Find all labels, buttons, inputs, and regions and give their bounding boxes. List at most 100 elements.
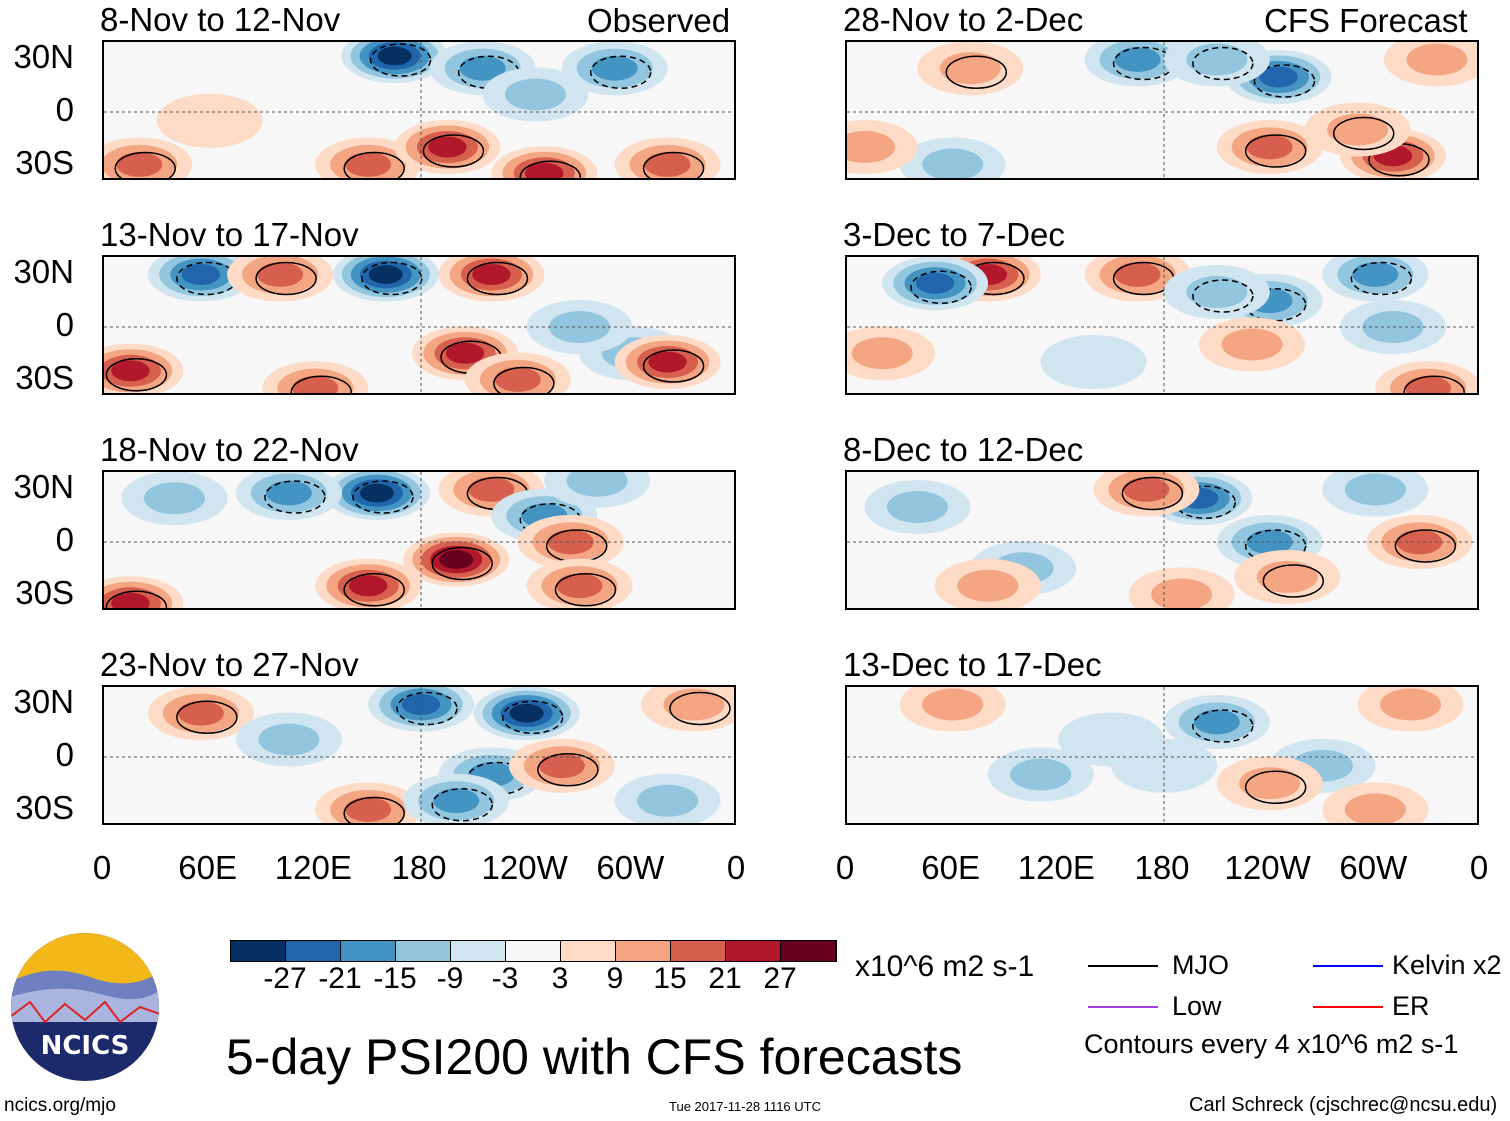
mjo-contour <box>1394 529 1457 563</box>
footer-credit: Carl Schreck (cjschrec@ncsu.edu) <box>1189 1094 1498 1116</box>
mjo-contour <box>176 700 238 734</box>
negative-anomaly <box>1259 66 1298 88</box>
legend-line-low <box>1088 1006 1158 1008</box>
positive-anomaly <box>648 351 687 373</box>
negative-anomaly <box>1058 712 1165 767</box>
mjo-contour <box>642 349 705 383</box>
colorbar-label: -15 <box>373 962 417 995</box>
mjo-contour <box>537 753 599 787</box>
positive-anomaly <box>257 262 304 287</box>
colorbar-swatch <box>506 941 561 961</box>
positive-anomaly <box>922 688 984 721</box>
negative-anomaly <box>1193 709 1240 735</box>
negative-anomaly <box>401 694 441 715</box>
colorbar-label: 15 <box>653 962 687 995</box>
mjo-contour <box>361 261 423 296</box>
positive-anomaly <box>1406 43 1468 76</box>
legend-label-er: ER <box>1392 991 1430 1021</box>
panel-title: 8-Dec to 12-Dec <box>843 431 1084 468</box>
figure-title: 5-day PSI200 with CFS forecasts <box>226 1029 963 1085</box>
colorbar-label: -3 <box>491 962 519 995</box>
positive-anomaly <box>348 575 388 597</box>
mjo-contour <box>343 573 405 607</box>
colorbar-swatch <box>341 941 396 961</box>
positive-anomaly <box>445 342 485 364</box>
positive-anomaly <box>428 136 467 158</box>
positive-anomaly <box>1246 134 1293 160</box>
panel-title: 23-Nov to 27-Nov <box>100 646 359 683</box>
negative-anomaly <box>459 55 506 81</box>
negative-anomaly <box>509 703 544 723</box>
footer-url[interactable]: ncics.org/mjo <box>4 1095 116 1116</box>
x-tick-label: 0 <box>1469 849 1489 886</box>
negative-anomaly <box>1362 311 1424 343</box>
colorbar-swatch <box>561 941 616 961</box>
mjo-contour <box>642 151 705 178</box>
colorbar-label: 21 <box>708 962 742 995</box>
mjo-contour <box>1121 476 1184 511</box>
map-panel <box>102 255 736 395</box>
legend-label-kelvin: Kelvin x2 <box>1392 950 1502 980</box>
y-tick-label: 30S <box>15 789 74 826</box>
colorbar-swatch <box>396 941 451 961</box>
positive-anomaly <box>1344 793 1406 823</box>
negative-anomaly <box>433 788 480 814</box>
negative-anomaly <box>368 265 403 284</box>
map-panel <box>845 40 1479 180</box>
mjo-contour <box>105 590 168 608</box>
negative-anomaly <box>377 46 412 66</box>
colorbar-label: 27 <box>763 962 797 995</box>
colorbar-swatch <box>451 941 506 961</box>
positive-anomaly <box>847 131 896 163</box>
mjo-contour <box>431 546 493 581</box>
mjo-contour <box>1403 375 1465 393</box>
x-tick-label: 120E <box>1017 849 1095 886</box>
logo-text: NCICS <box>41 1031 130 1061</box>
positive-anomaly <box>345 152 392 177</box>
negative-anomaly <box>1010 758 1072 791</box>
colorbar-swatch <box>286 941 341 961</box>
panel-title: 3-Dec to 7-Dec <box>843 216 1065 253</box>
x-tick-label: 60E <box>178 849 238 886</box>
positive-anomaly <box>644 152 691 177</box>
positive-anomaly <box>1114 262 1161 287</box>
x-tick-label: 180 <box>1134 849 1190 886</box>
legend-label-mjo: MJO <box>1172 950 1229 980</box>
y-tick-label: 30N <box>13 683 74 720</box>
mjo-contour <box>1192 46 1254 81</box>
y-tick-label: 30N <box>13 38 74 75</box>
y-tick-label: 30S <box>15 144 74 181</box>
positive-anomaly <box>345 797 392 822</box>
y-tick-label: 30S <box>15 574 74 611</box>
negative-anomaly <box>1040 335 1147 389</box>
observed-label: Observed <box>587 2 731 39</box>
mjo-contour <box>1253 64 1316 98</box>
footer-timestamp: Tue 2017-11-28 1116 UTC <box>669 1099 821 1114</box>
x-tick-label: 120E <box>274 849 352 886</box>
positive-anomaly <box>468 477 515 502</box>
negative-anomaly <box>637 784 699 817</box>
colorbar-swatch <box>616 941 671 961</box>
y-tick-label: 0 <box>55 521 74 558</box>
mjo-contour <box>1262 564 1325 598</box>
positive-anomaly <box>1151 578 1213 608</box>
positive-anomaly <box>111 592 150 608</box>
y-tick-label: 0 <box>55 91 74 128</box>
x-tick-label: 60W <box>1339 849 1408 886</box>
negative-anomaly <box>143 482 205 515</box>
y-tick-label: 30N <box>13 468 74 505</box>
mjo-contour <box>910 270 972 304</box>
x-tick-label: 0 <box>835 849 855 886</box>
negative-anomaly <box>566 472 628 497</box>
y-tick-label: 30S <box>15 359 74 396</box>
positive-anomaly <box>472 264 511 285</box>
x-tick-label: 180 <box>391 849 447 886</box>
map-panel <box>845 685 1479 825</box>
y-tick-label: 30N <box>13 253 74 290</box>
colorbar <box>230 940 837 962</box>
negative-anomaly <box>591 55 638 81</box>
legend-line-kelvin <box>1313 965 1383 967</box>
negative-anomaly <box>886 491 948 523</box>
mjo-contour <box>945 55 1008 89</box>
positive-anomaly <box>538 753 585 779</box>
